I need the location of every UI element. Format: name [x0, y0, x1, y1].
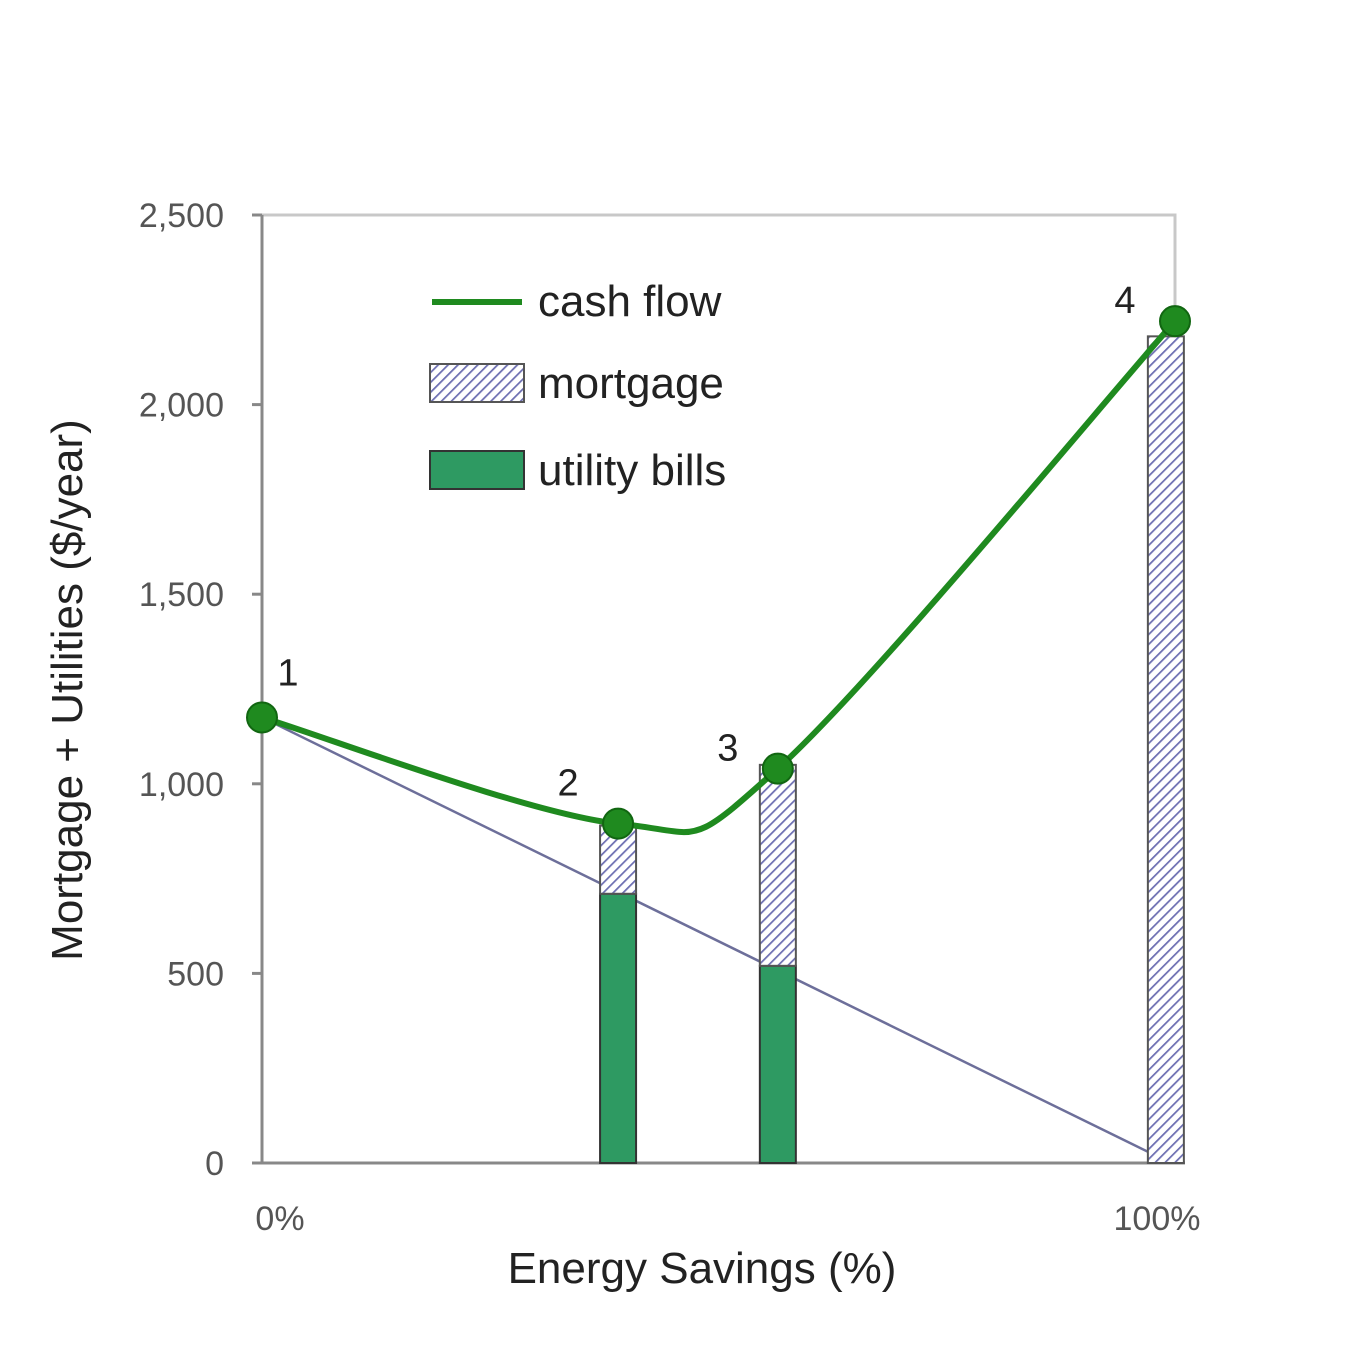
cash-flow-point: [1159, 305, 1191, 338]
y-tick-label: 2,000: [139, 387, 224, 425]
bars-layer: [599, 335, 1185, 1164]
plot-frame: [260, 213, 1177, 1165]
cash-flow-point: [246, 701, 278, 734]
plot-area: [260, 213, 1185, 1165]
y-tick-label: 0: [205, 1145, 224, 1183]
bar-mortgage: [1146, 335, 1185, 1164]
legend: cash flow mortgage utility bills: [429, 277, 726, 495]
cash-flow-point-label: 4: [1114, 280, 1135, 322]
bar-utility-bills: [599, 892, 638, 1164]
cash-flow-line: [261, 319, 1178, 836]
legend-swatch-mortgage: [429, 363, 525, 403]
legend-label-utility-bills: utility bills: [538, 446, 726, 495]
legend-swatch-utility-bills: [429, 450, 525, 490]
y-tick-label: 1,500: [139, 576, 224, 614]
utility-baseline-layer: [261, 716, 1149, 1153]
cash-flow-point-label: 3: [717, 728, 738, 770]
y-tick-label: 1,000: [139, 766, 224, 804]
cash-flow-point: [761, 752, 794, 785]
y-tick-label: 2,500: [139, 197, 224, 235]
cash-flow-point: [602, 807, 635, 840]
x-axis-title: Energy Savings (%): [508, 1244, 897, 1293]
x-tick-label: 100%: [1114, 1200, 1201, 1238]
cash-flow-layer: 1 2 3 4: [246, 280, 1191, 840]
x-tick-label: 0%: [255, 1200, 304, 1238]
cash-flow-point-label: 2: [557, 763, 578, 805]
legend-label-mortgage: mortgage: [538, 359, 724, 408]
y-tick-label: 500: [167, 955, 224, 993]
bar-mortgage: [758, 763, 797, 967]
y-axis-ticks: 0 500 1,000 1,500 2,000 2,500: [139, 197, 262, 1183]
utility-baseline-line: [261, 716, 1149, 1153]
y-axis-title: Mortgage + Utilities ($/year): [43, 419, 92, 961]
cash-flow-point-label: 1: [277, 652, 298, 694]
bar-utility-bills: [758, 964, 797, 1164]
x-axis-ticks: 0% 100%: [255, 1200, 1200, 1238]
legend-label-cash-flow: cash flow: [538, 277, 722, 326]
